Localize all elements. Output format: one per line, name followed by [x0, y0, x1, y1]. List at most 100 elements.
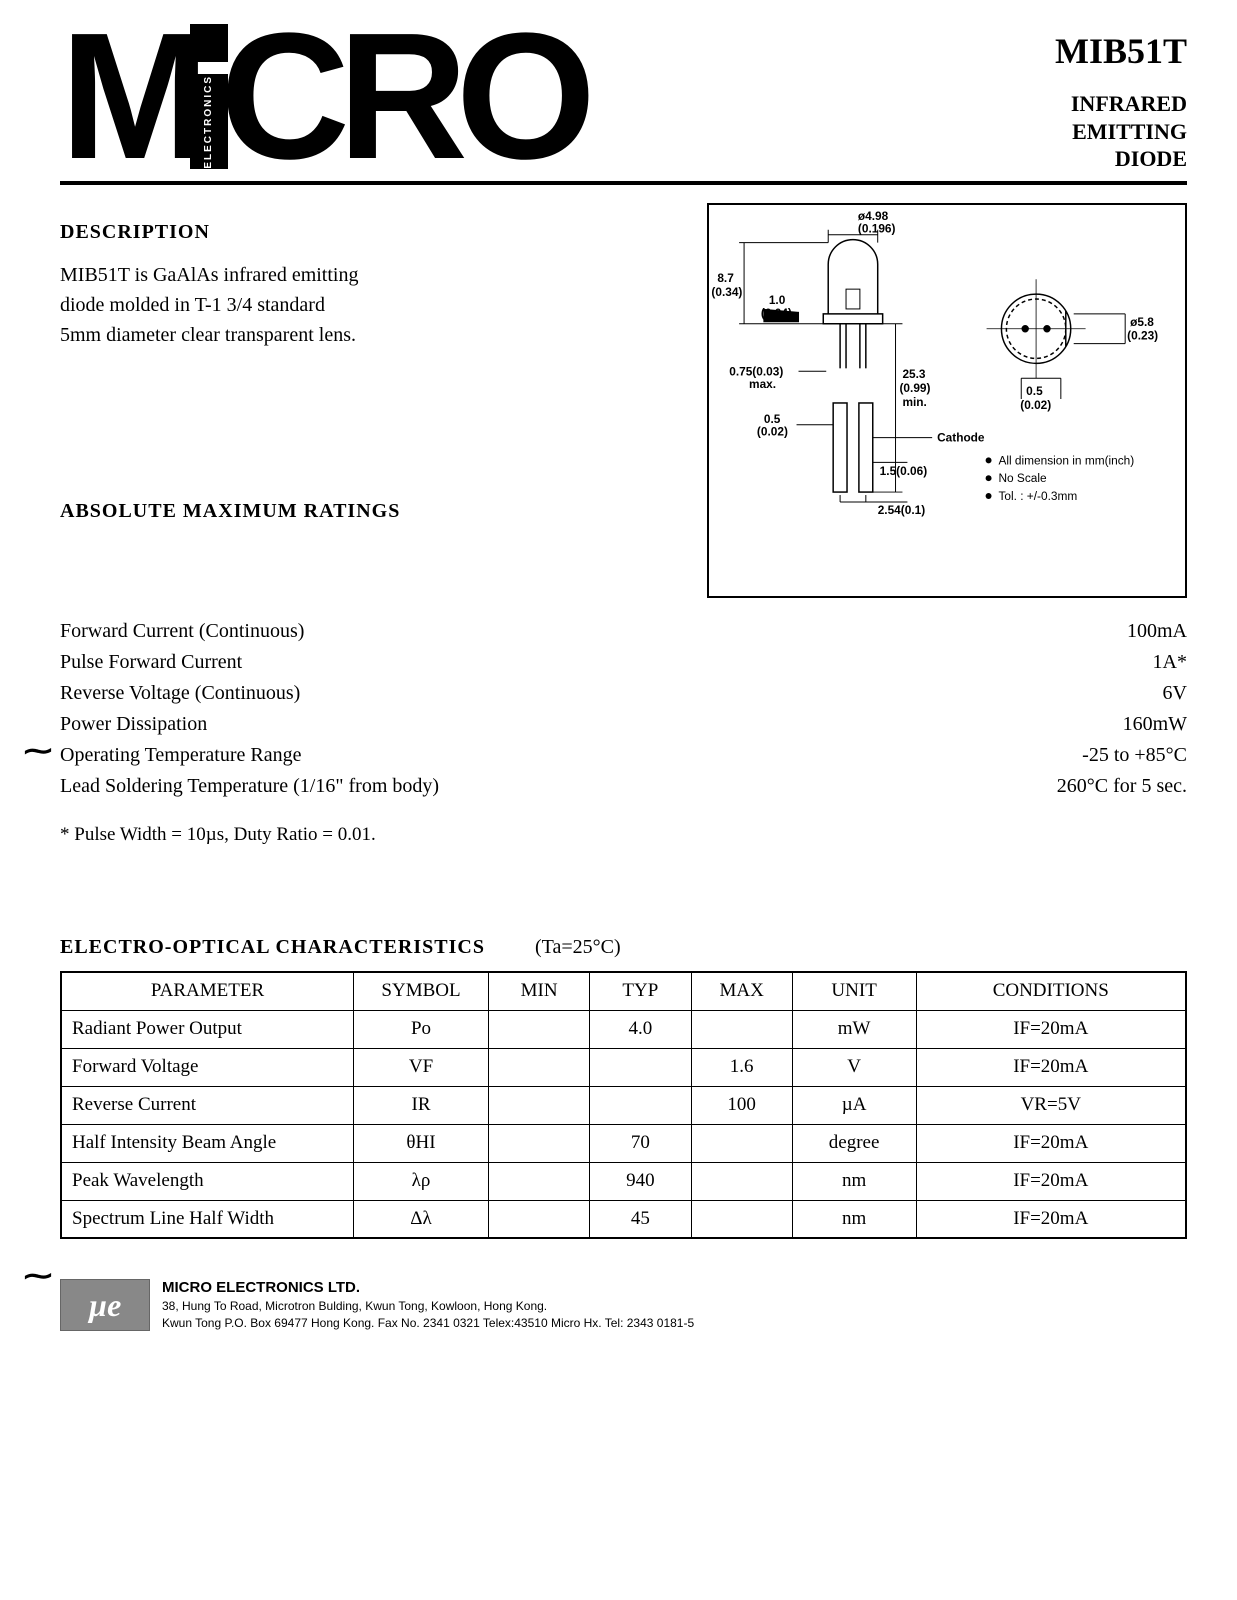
rating-label: Power Dissipation — [60, 709, 987, 740]
cell-param: Half Intensity Beam Angle — [61, 1124, 354, 1162]
table-header-row: PARAMETER SYMBOL MIN TYP MAX UNIT CONDIT… — [61, 972, 1186, 1010]
cell-param: Reverse Current — [61, 1086, 354, 1124]
cell-min — [489, 1010, 590, 1048]
cell-unit: nm — [792, 1200, 916, 1238]
dim-flat-in: (0.02) — [1020, 398, 1051, 412]
col-header: MAX — [691, 972, 792, 1010]
diagram-note: All dimension in mm(inch) — [998, 453, 1134, 467]
col-header: PARAMETER — [61, 972, 354, 1010]
package-diagram: ø4.98 (0.196) 8.7 (0.34) 1.0 (0.04) 0.75… — [707, 203, 1187, 598]
dim-d1-in: (0.196) — [858, 222, 896, 236]
diagram-svg: ø4.98 (0.196) 8.7 (0.34) 1.0 (0.04) 0.75… — [709, 205, 1185, 596]
part-header: MIB51T INFRARED EMITTING DIODE — [1055, 20, 1187, 173]
rating-value: 1A* — [987, 647, 1187, 678]
rating-row: Forward Current (Continuous)100mA — [60, 616, 1187, 647]
dim-h1-in: (0.34) — [711, 285, 742, 299]
rating-label: Operating Temperature Range — [60, 740, 987, 771]
dim-leadw-in: (0.02) — [757, 425, 788, 439]
ratings-title: ABSOLUTE MAXIMUM RATINGS — [60, 500, 677, 523]
footer-logo-icon: µe — [60, 1279, 150, 1331]
dim-d2-in: (0.23) — [1127, 329, 1158, 343]
characteristics-table: PARAMETER SYMBOL MIN TYP MAX UNIT CONDIT… — [60, 971, 1187, 1239]
cell-max — [691, 1010, 792, 1048]
cell-typ: 940 — [590, 1162, 691, 1200]
part-desc-line: EMITTING — [1055, 118, 1187, 146]
cell-min — [489, 1048, 590, 1086]
rating-label: Pulse Forward Current — [60, 647, 987, 678]
cell-typ — [590, 1086, 691, 1124]
rating-label: Reverse Voltage (Continuous) — [60, 678, 987, 709]
footer-address: Kwun Tong P.O. Box 69477 Hong Kong. Fax … — [162, 1315, 694, 1332]
cell-max: 1.6 — [691, 1048, 792, 1086]
header: M ELECTRONICS CRO MIB51T INFRARED EMITTI… — [60, 20, 1187, 173]
rating-row: Pulse Forward Current1A* — [60, 647, 1187, 678]
characteristics-temp: (Ta=25°C) — [535, 936, 621, 959]
cell-cond: IF=20mA — [916, 1010, 1186, 1048]
characteristics-title: ELECTRO-OPTICAL CHARACTERISTICS — [60, 936, 485, 959]
rating-row: Reverse Voltage (Continuous)6V — [60, 678, 1187, 709]
cell-max: 100 — [691, 1086, 792, 1124]
cell-max — [691, 1200, 792, 1238]
diagram-note: Tol. : +/-0.3mm — [998, 489, 1077, 503]
footer-text: MICRO ELECTRONICS LTD. 38, Hung To Road,… — [162, 1279, 694, 1332]
col-header: MIN — [489, 972, 590, 1010]
description-body: MIB51T is GaAlAs infrared emitting diode… — [60, 260, 360, 350]
rating-label: Forward Current (Continuous) — [60, 616, 987, 647]
cell-typ: 70 — [590, 1124, 691, 1162]
ratings-footnote: * Pulse Width = 10µs, Duty Ratio = 0.01. — [60, 824, 1187, 846]
part-desc-line: DIODE — [1055, 145, 1187, 173]
ratings-list: ⁓ Forward Current (Continuous)100mA Puls… — [60, 616, 1187, 802]
cell-symbol: Po — [354, 1010, 489, 1048]
cell-min — [489, 1200, 590, 1238]
description-block: DESCRIPTION MIB51T is GaAlAs infrared em… — [60, 203, 677, 598]
binding-mark-icon: ⁓ — [24, 1259, 52, 1293]
dim-leadl-note: min. — [902, 395, 926, 409]
cell-cond: IF=20mA — [916, 1200, 1186, 1238]
rating-row: Power Dissipation160mW — [60, 709, 1187, 740]
cell-unit: degree — [792, 1124, 916, 1162]
cell-cond: VR=5V — [916, 1086, 1186, 1124]
cell-max — [691, 1124, 792, 1162]
cell-param: Forward Voltage — [61, 1048, 354, 1086]
cell-param: Radiant Power Output — [61, 1010, 354, 1048]
part-description: INFRARED EMITTING DIODE — [1055, 90, 1187, 173]
cell-param: Peak Wavelength — [61, 1162, 354, 1200]
binding-mark-icon: ⁓ — [24, 734, 52, 768]
cell-symbol: VF — [354, 1048, 489, 1086]
cell-unit: V — [792, 1048, 916, 1086]
footer: ⁓ µe MICRO ELECTRONICS LTD. 38, Hung To … — [60, 1279, 1187, 1332]
rating-row: Operating Temperature Range-25 to +85°C — [60, 740, 1187, 771]
logo-vertical-text: ELECTRONICS — [203, 75, 214, 169]
cell-min — [489, 1162, 590, 1200]
ratings-section: ABSOLUTE MAXIMUM RATINGS — [60, 500, 677, 523]
dim-pitch: 2.54(0.1) — [878, 503, 926, 517]
top-section: DESCRIPTION MIB51T is GaAlAs infrared em… — [60, 203, 1187, 598]
cell-unit: mW — [792, 1010, 916, 1048]
characteristics-header: ELECTRO-OPTICAL CHARACTERISTICS (Ta=25°C… — [60, 936, 1187, 959]
logo-letter-m: M — [60, 20, 198, 173]
cell-typ: 45 — [590, 1200, 691, 1238]
table-row: Forward VoltageVF1.6VIF=20mA — [61, 1048, 1186, 1086]
table-row: Radiant Power OutputPo4.0mWIF=20mA — [61, 1010, 1186, 1048]
cell-cond: IF=20mA — [916, 1124, 1186, 1162]
cell-symbol: IR — [354, 1086, 489, 1124]
table-row: Spectrum Line Half WidthΔλ45nmIF=20mA — [61, 1200, 1186, 1238]
cell-unit: nm — [792, 1162, 916, 1200]
cell-unit: µA — [792, 1086, 916, 1124]
dim-flat: 0.5 — [1026, 384, 1043, 398]
logo: M ELECTRONICS CRO — [60, 20, 584, 173]
table-row: Reverse CurrentIR 100µAVR=5V — [61, 1086, 1186, 1124]
rating-row: Lead Soldering Temperature (1/16" from b… — [60, 771, 1187, 802]
characteristics-section: ELECTRO-OPTICAL CHARACTERISTICS (Ta=25°C… — [60, 936, 1187, 1239]
dim-flange-note: max. — [749, 377, 776, 391]
cell-min — [489, 1124, 590, 1162]
diagram-note: No Scale — [998, 471, 1047, 485]
cell-symbol: θHI — [354, 1124, 489, 1162]
col-header: UNIT — [792, 972, 916, 1010]
cell-symbol: λρ — [354, 1162, 489, 1200]
cell-cond: IF=20mA — [916, 1162, 1186, 1200]
cell-typ — [590, 1048, 691, 1086]
rating-value: 6V — [987, 678, 1187, 709]
table-row: Half Intensity Beam AngleθHI 70 degreeIF=2… — [61, 1124, 1186, 1162]
rating-label: Lead Soldering Temperature (1/16" from b… — [60, 771, 987, 802]
